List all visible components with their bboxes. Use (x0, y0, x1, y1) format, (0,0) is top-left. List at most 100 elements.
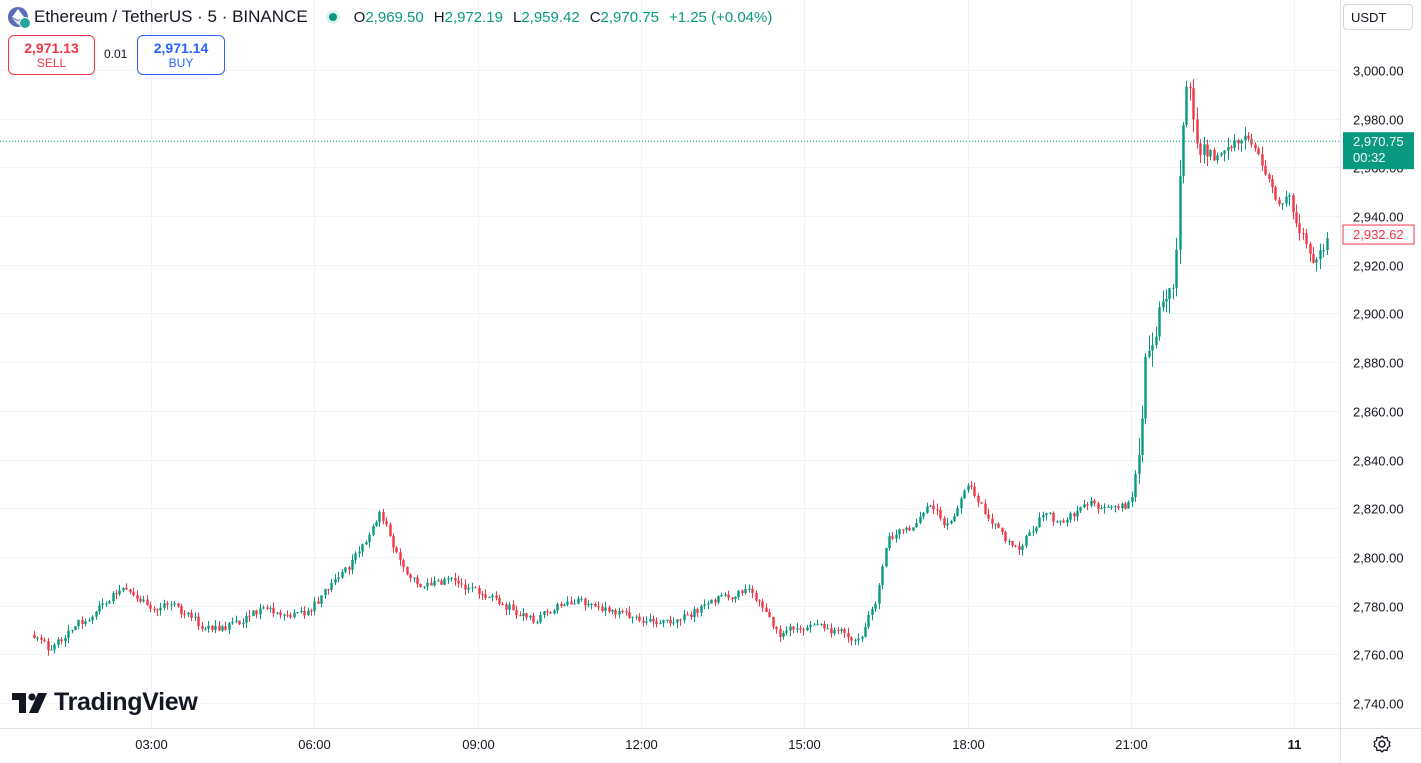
candle-body (659, 622, 662, 625)
time-tick-label: 21:00 (1115, 737, 1148, 752)
candle-body (929, 505, 932, 507)
time-tick-label: 03:00 (135, 737, 168, 752)
candle-body (204, 628, 207, 630)
currency-selector[interactable]: USDT (1343, 4, 1413, 30)
candle-body (365, 542, 368, 545)
candle-body (389, 524, 392, 537)
candle-body (874, 603, 877, 609)
candle-body (799, 628, 802, 630)
candle-body (1083, 504, 1086, 508)
candle-body (88, 620, 91, 622)
candle-body (984, 503, 987, 515)
candle-body (505, 604, 508, 610)
candle-body (645, 621, 648, 623)
candle-body (891, 536, 894, 539)
candle-body (590, 603, 593, 605)
candle-body (419, 583, 422, 588)
candle-body (95, 611, 98, 617)
candle-body (816, 624, 819, 626)
candle-body (932, 505, 935, 510)
market-status-icon[interactable] (325, 10, 340, 24)
candle-body (1216, 155, 1219, 161)
time-tick-label: 12:00 (625, 737, 658, 752)
candle-body (1049, 512, 1052, 514)
candle-body (861, 636, 864, 639)
price-tick-label: 2,760.00 (1353, 648, 1404, 663)
candle-body (1035, 527, 1038, 532)
candle-body (1319, 250, 1322, 260)
candle-body (1117, 506, 1120, 509)
price-tick-label: 2,860.00 (1353, 405, 1404, 420)
price-tick-label: 2,900.00 (1353, 307, 1404, 322)
candle-body (1268, 174, 1271, 180)
candle-body (847, 632, 850, 638)
candle-body (279, 612, 282, 616)
time-axis: 03:00 06:00 09:00 12:00 15:00 18:00 21:00 11 (135, 737, 1301, 752)
price-tick-label: 2,880.00 (1353, 356, 1404, 371)
candle-body (857, 638, 860, 641)
candle-body (1261, 154, 1264, 166)
candle-body (382, 511, 385, 521)
candle-body (118, 590, 121, 595)
ohlc-high: H2,972.19 (433, 8, 503, 26)
candle-body (813, 624, 816, 626)
candle-body (330, 582, 333, 590)
candle-body (843, 629, 846, 633)
candle-body (1021, 545, 1024, 550)
candle-body (1127, 501, 1130, 509)
candle-body (259, 608, 262, 615)
candle-body (642, 620, 645, 623)
candle-body (64, 637, 67, 642)
buy-button[interactable]: 2,971.14 BUY (137, 35, 225, 75)
candle-body (98, 605, 101, 612)
tradingview-logo[interactable]: TradingView (12, 688, 198, 717)
candle-body (337, 577, 340, 580)
candle-body (478, 587, 481, 595)
candle-body (50, 649, 53, 651)
candle-body (269, 607, 272, 609)
candle-body (53, 644, 56, 650)
candle-body (1206, 144, 1209, 157)
candle-body (519, 615, 522, 617)
candle-body (1196, 119, 1199, 144)
candle-body (556, 603, 559, 611)
candle-body (481, 594, 484, 596)
candle-body (1312, 253, 1315, 263)
candle-body (385, 520, 388, 525)
candle-body (460, 583, 463, 585)
candle-body (785, 630, 788, 633)
candle-body (231, 621, 234, 624)
candle-body (163, 603, 166, 608)
candle-body (67, 630, 70, 638)
candle-body (888, 536, 891, 549)
candle-body (1247, 135, 1250, 139)
tether-icon (19, 17, 31, 29)
candle-body (238, 620, 241, 625)
candle-body (91, 616, 94, 621)
candle-body (878, 585, 881, 604)
candle-body (180, 606, 183, 615)
symbol-title[interactable]: Ethereum / TetherUS · 5 · BINANCE (34, 7, 308, 26)
candle-body (915, 522, 918, 528)
candle-body (1124, 503, 1127, 509)
candle-body (84, 621, 87, 625)
candle-body (183, 614, 186, 616)
candle-body (1090, 500, 1093, 506)
candle-body (970, 485, 973, 487)
candle-body (146, 599, 149, 606)
candle-body (741, 590, 744, 594)
candle-body (854, 640, 857, 642)
last-price-value: 2,970.75 (1353, 134, 1404, 149)
candle-body (276, 612, 279, 614)
time-tick-label: 11 (1288, 737, 1302, 752)
candle-body (1138, 454, 1141, 475)
candle-body (320, 595, 323, 604)
sell-button[interactable]: 2,971.13 SELL (8, 35, 95, 75)
candle-body (1315, 259, 1318, 263)
candle-body (676, 619, 679, 623)
candle-body (532, 615, 535, 623)
candle-body (1233, 140, 1236, 148)
settings-gear-icon[interactable] (1372, 734, 1392, 754)
candle-body (608, 607, 611, 612)
